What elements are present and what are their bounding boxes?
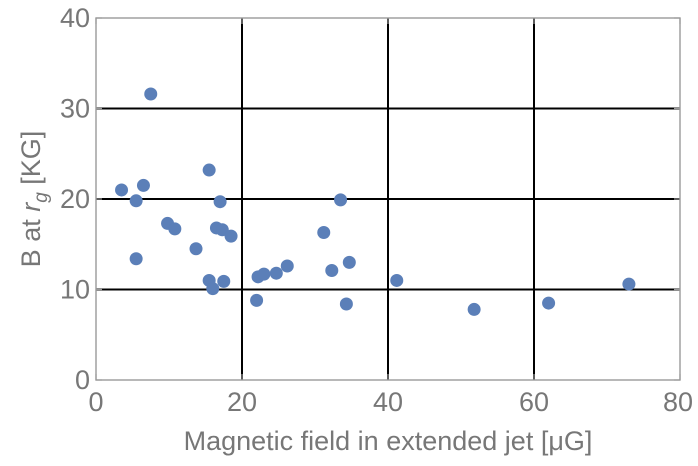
data-point: [542, 296, 556, 310]
y-axis-label: B at rg [KG]: [16, 131, 52, 268]
data-point: [129, 252, 143, 266]
data-point: [390, 273, 404, 287]
data-point: [136, 178, 150, 192]
tick-layer: 0 20 40 60 80 0 10 20 30 40: [60, 3, 693, 417]
x-tick-label: 80: [663, 387, 693, 417]
data-points: [115, 87, 636, 316]
x-tick-label: 0: [88, 387, 103, 417]
data-point: [342, 255, 356, 269]
data-point: [168, 222, 182, 236]
grid-layer: [96, 18, 680, 380]
data-point: [467, 302, 481, 316]
data-point: [129, 194, 143, 208]
y-axis-label-prefix: B at: [16, 212, 46, 268]
data-point: [280, 259, 294, 273]
data-point: [224, 229, 238, 243]
y-tick-label: 10: [60, 275, 90, 305]
y-tick-label: 40: [60, 3, 90, 33]
x-tick-label: 60: [519, 387, 549, 417]
data-point: [202, 163, 216, 177]
y-tick-label: 20: [60, 184, 90, 214]
x-tick-label: 20: [227, 387, 257, 417]
data-point: [189, 242, 203, 256]
x-axis-label: Magnetic field in extended jet [μG]: [184, 426, 593, 456]
data-point: [325, 263, 339, 277]
data-point: [213, 195, 227, 209]
data-point: [115, 183, 129, 197]
x-tick-label: 40: [373, 387, 403, 417]
data-point: [217, 274, 231, 288]
data-point: [317, 225, 331, 239]
data-point: [334, 193, 348, 207]
y-axis-label-subscript: g: [31, 192, 52, 203]
y-axis-label-symbol: r: [16, 202, 46, 212]
y-tick-label: 0: [75, 365, 90, 395]
data-point: [269, 266, 283, 280]
data-point: [206, 282, 220, 296]
data-point: [339, 297, 353, 311]
data-point: [622, 277, 636, 291]
y-tick-label: 30: [60, 94, 90, 124]
data-point: [144, 87, 158, 101]
data-point: [250, 293, 264, 307]
data-point: [257, 267, 271, 281]
y-axis-label-suffix: [KG]: [16, 131, 46, 193]
